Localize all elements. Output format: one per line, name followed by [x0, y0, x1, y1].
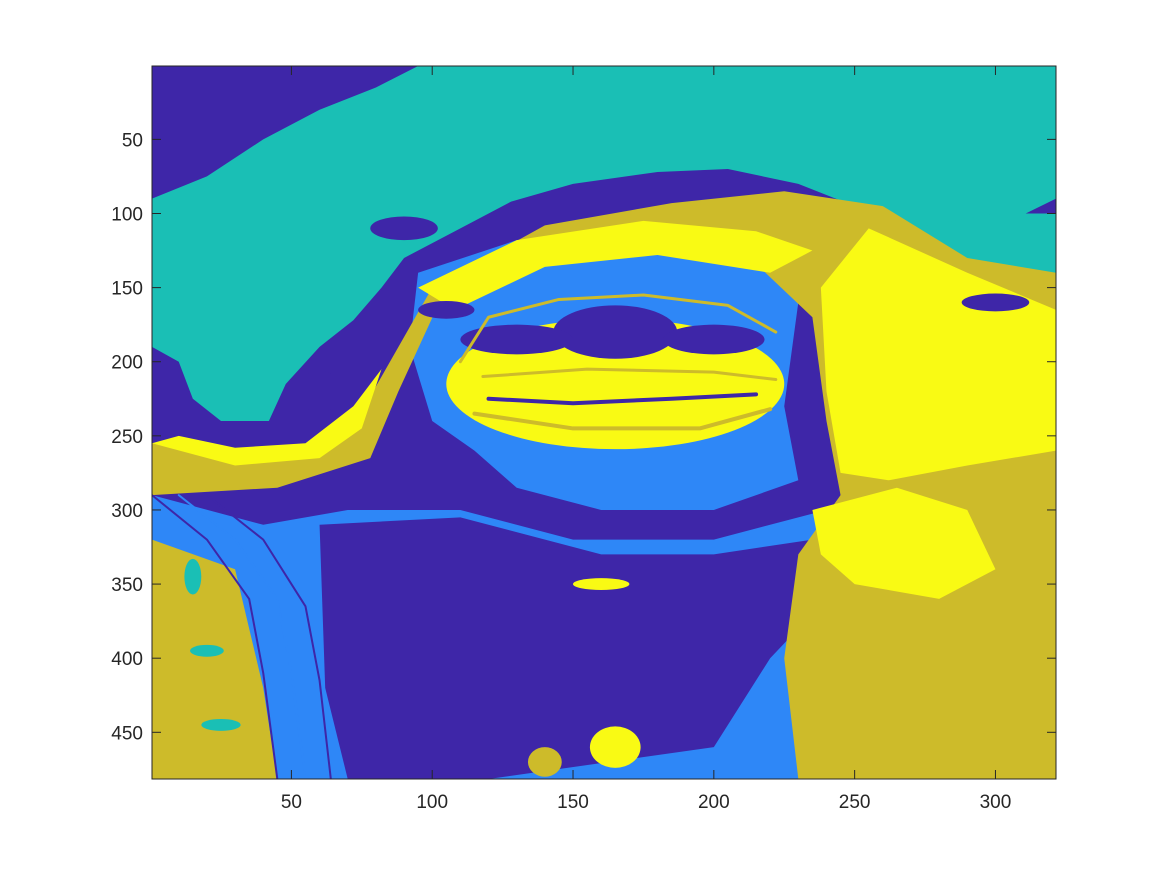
cluster-region-teal-top	[152, 66, 1056, 422]
cluster-region-disc-hole-top	[553, 305, 678, 359]
cluster-region-blob-1	[370, 216, 438, 241]
cluster-region-yellow-speck-2	[573, 578, 630, 591]
cluster-region-disc-band	[486, 392, 759, 406]
x-tick-label: 250	[839, 792, 871, 813]
y-tick-label: 450	[111, 723, 143, 744]
cluster-region-yellow-right	[820, 228, 1056, 481]
cluster-region-disc-arc-mid	[481, 367, 778, 382]
cluster-region-teal-speck-3	[184, 558, 202, 595]
cluster-region-blob-2	[418, 300, 475, 319]
cluster-region-teal-speck-1	[190, 644, 224, 657]
x-axis: 50 100 150 200 250 300	[281, 66, 1011, 813]
cluster-region-stripe-2	[177, 494, 307, 779]
cluster-region-disc-arc-top	[458, 293, 778, 364]
heatmap-image	[152, 66, 1056, 779]
cluster-region-blob-3	[297, 370, 343, 413]
x-tick-label: 150	[557, 792, 589, 813]
y-tick-label: 400	[111, 649, 143, 670]
y-tick-label: 300	[111, 501, 143, 522]
x-tick-label: 100	[416, 792, 448, 813]
x-tick-label: 200	[698, 792, 730, 813]
axes-box	[151, 65, 1057, 780]
cluster-region-yellow-right-lower	[812, 487, 996, 599]
cluster-region-stripe-3	[205, 494, 332, 779]
cluster-region-blob-4	[961, 293, 1030, 312]
y-tick-label: 100	[111, 204, 143, 225]
cluster-region-yellow-arc	[418, 220, 813, 310]
cluster-region-disc-arc-low	[472, 407, 773, 431]
cluster-region-yellow-speck-1	[589, 726, 641, 768]
cluster-region-olive-speck-1	[527, 747, 562, 777]
cluster-region-disc-hole-right	[663, 324, 765, 355]
x-tick-label: 50	[281, 792, 302, 813]
x-tick-label: 300	[980, 792, 1012, 813]
y-tick-label: 50	[122, 130, 143, 151]
cluster-region-olive-left	[152, 539, 278, 779]
y-tick-label: 250	[111, 427, 143, 448]
cluster-region-yellow-left	[152, 369, 382, 466]
cluster-region-disc-hole-left	[460, 324, 574, 355]
y-tick-label: 200	[111, 353, 143, 374]
y-tick-label: 350	[111, 575, 143, 596]
cluster-region-teal-speck-2	[201, 718, 241, 731]
cluster-region-stripe-1	[152, 494, 279, 779]
y-tick-label: 150	[111, 279, 143, 300]
cluster-region-navy-lower	[319, 517, 827, 779]
y-axis: 50 100 150 200 250 300 350 400 450	[111, 130, 1056, 744]
